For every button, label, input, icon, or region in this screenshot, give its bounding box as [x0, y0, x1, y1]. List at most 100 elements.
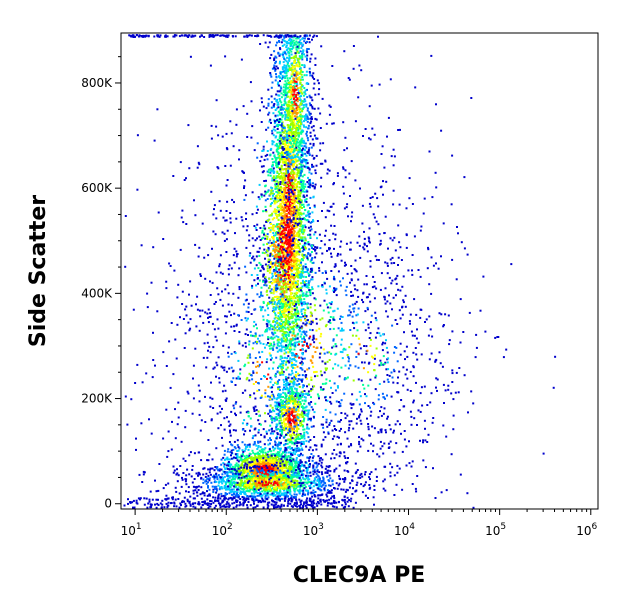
data-point	[283, 333, 286, 336]
data-point	[288, 218, 291, 221]
data-point	[296, 83, 299, 86]
data-point	[305, 334, 308, 337]
data-point	[281, 367, 284, 369]
data-point	[270, 86, 273, 89]
data-point	[295, 144, 298, 147]
data-point	[301, 76, 304, 79]
data-point	[267, 189, 270, 192]
data-point	[281, 193, 284, 196]
data-point	[303, 158, 306, 161]
data-point	[271, 328, 274, 331]
data-point	[270, 121, 272, 124]
data-point	[267, 171, 270, 174]
data-point	[306, 159, 309, 162]
data-point	[285, 103, 288, 106]
data-point	[279, 468, 282, 471]
data-point	[279, 325, 282, 328]
data-point	[284, 356, 286, 359]
data-point	[280, 112, 283, 115]
data-point	[296, 266, 299, 269]
data-point	[260, 286, 263, 289]
data-point	[305, 132, 308, 135]
data-point	[254, 333, 257, 336]
data-point	[302, 195, 305, 198]
data-point	[279, 72, 282, 75]
data-point	[273, 171, 276, 174]
data-point	[277, 324, 280, 327]
data-point	[282, 280, 285, 283]
data-point	[301, 285, 304, 288]
data-point	[301, 78, 304, 81]
data-point	[295, 99, 298, 102]
data-point	[288, 59, 291, 62]
data-point	[281, 365, 284, 368]
data-point	[298, 176, 300, 179]
data-point	[280, 329, 283, 332]
data-point	[294, 462, 297, 465]
data-point	[284, 231, 287, 234]
data-point	[290, 348, 293, 351]
data-point	[283, 194, 286, 197]
data-point	[299, 114, 302, 117]
data-point	[275, 158, 278, 161]
data-point	[302, 275, 305, 278]
data-point	[279, 264, 282, 267]
data-point	[292, 354, 295, 357]
data-point	[303, 413, 306, 416]
data-point	[260, 121, 263, 123]
data-point	[270, 169, 273, 172]
data-point	[275, 164, 278, 167]
data-point	[296, 100, 299, 103]
data-point	[272, 224, 274, 227]
data-point	[283, 302, 286, 305]
data-point	[295, 245, 298, 248]
data-point	[285, 223, 288, 226]
data-point	[295, 226, 298, 229]
data-point	[305, 431, 308, 434]
data-point	[276, 380, 279, 383]
data-point	[290, 156, 293, 159]
data-point	[289, 293, 292, 296]
data-point	[284, 51, 287, 54]
data-point	[302, 226, 304, 229]
data-point	[294, 66, 297, 69]
data-point	[289, 106, 292, 109]
data-point	[273, 229, 276, 232]
data-point	[314, 57, 317, 60]
data-point	[275, 425, 278, 427]
data-point	[299, 113, 302, 116]
data-point	[319, 142, 322, 145]
data-point	[282, 172, 285, 175]
data-point	[291, 120, 294, 123]
data-point	[292, 262, 295, 265]
data-point	[292, 148, 295, 151]
data-point	[300, 184, 303, 187]
data-point	[295, 46, 298, 49]
data-point	[228, 458, 231, 461]
data-point	[289, 119, 292, 122]
data-point	[278, 54, 281, 57]
data-point	[262, 280, 264, 283]
data-point	[294, 187, 297, 189]
data-point	[268, 111, 271, 114]
data-point	[317, 107, 320, 110]
data-point	[312, 87, 315, 90]
data-point	[290, 288, 293, 291]
data-point	[300, 150, 303, 153]
data-point	[267, 454, 270, 457]
data-point	[287, 150, 289, 153]
data-point	[267, 102, 270, 105]
data-point	[310, 425, 313, 428]
data-point	[276, 128, 279, 130]
data-point	[305, 146, 308, 149]
data-point	[292, 236, 295, 239]
data-point	[282, 157, 285, 160]
data-point	[298, 271, 301, 274]
data-point	[288, 373, 291, 376]
data-point	[308, 111, 311, 114]
data-point	[300, 168, 303, 170]
data-point	[312, 220, 315, 223]
data-point	[281, 218, 283, 221]
data-point	[303, 187, 305, 190]
data-point	[289, 68, 292, 71]
